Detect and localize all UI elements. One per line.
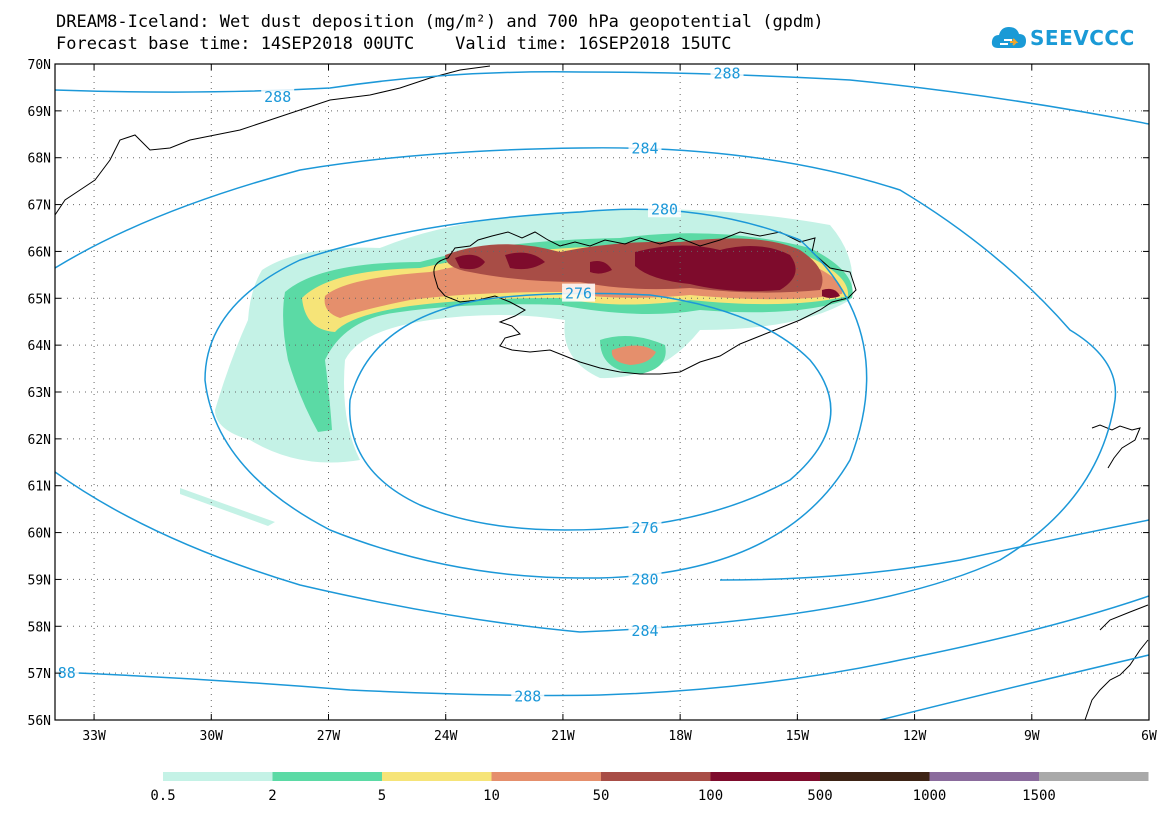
lon-label: 9W (1024, 729, 1040, 744)
faroe-coastline (1091, 424, 1141, 469)
seevccc-logo: SEEVCCC (990, 18, 1140, 58)
lat-label: 59N (28, 573, 51, 588)
dust-fill-100 (505, 252, 545, 270)
greenland-coastline (55, 65, 491, 216)
colorbar-swatch (820, 772, 930, 781)
contour-label: 280 (631, 570, 658, 588)
geopotential-contours (55, 71, 1149, 720)
colorbar: 0.5 2 5 10 50 100 500 1000 1500 (150, 772, 1149, 804)
colorbar-label: 500 (807, 788, 832, 804)
colorbar-swatch (272, 772, 382, 781)
contour-label: 276 (631, 519, 658, 537)
contour-label: 288 (713, 64, 740, 82)
contour-label: 284 (631, 139, 658, 157)
colorbar-swatch (710, 772, 820, 781)
contour-outer-bottom (879, 654, 1149, 720)
colorbar-swatch (1039, 772, 1149, 781)
contour-288-top (55, 71, 1149, 125)
lon-label: 6W (1141, 729, 1157, 744)
contour-label: 288 (264, 88, 291, 106)
contour-label-bg (562, 283, 596, 302)
contour-label-bg (628, 620, 662, 639)
lon-label: 15W (786, 729, 810, 744)
colorbar-label: 50 (593, 788, 610, 804)
coastlines (55, 65, 1149, 720)
lat-label: 67N (28, 199, 51, 214)
contour-label-bg (261, 86, 295, 105)
lat-label: 60N (28, 527, 51, 542)
lat-label: 61N (28, 480, 51, 495)
title-line-1: DREAM8-Iceland: Wet dust deposition (mg/… (56, 12, 824, 32)
colorbar-swatch (601, 772, 711, 781)
colorbar-swatch (382, 772, 492, 781)
colorbar-swatch (163, 772, 273, 781)
lon-label: 18W (668, 729, 692, 744)
contour-label: 88 (58, 664, 76, 682)
contour-label-bg (628, 569, 662, 588)
contour-label-bg (54, 663, 79, 682)
dust-fill-100 (590, 261, 612, 274)
lat-label: 70N (28, 58, 51, 73)
colorbar-label: 1000 (913, 788, 947, 804)
contour-labels: 288 288 284 280 276 276 280 284 288 88 (54, 63, 744, 706)
colorbar-swatch (929, 772, 1039, 781)
colorbar-label: 0.5 (150, 788, 175, 804)
colorbar-label: 100 (698, 788, 723, 804)
contour-284-left (55, 471, 581, 633)
dust-fill-100-main (635, 245, 796, 292)
lat-label: 57N (28, 667, 51, 682)
lat-label: 63N (28, 386, 51, 401)
lon-label: 27W (317, 729, 341, 744)
dust-fill-100 (455, 254, 485, 270)
cloud-icon (991, 27, 1026, 48)
contour-288-bottom (55, 595, 1149, 697)
iceland-coastline (433, 231, 857, 375)
lon-label: 30W (200, 729, 224, 744)
contour-label: 276 (565, 285, 592, 303)
contour-label: 284 (631, 622, 658, 640)
dust-fill-0.5-streak (180, 488, 275, 526)
contour-label: 280 (651, 200, 678, 218)
contour-label-bg (710, 63, 744, 82)
logo-text: SEEVCCC (1030, 26, 1135, 50)
graticule (55, 64, 1149, 720)
colorbar-label: 1500 (1022, 788, 1056, 804)
lon-label: 21W (551, 729, 575, 744)
contour-label-bg (511, 686, 545, 705)
lat-label: 58N (28, 620, 51, 635)
contour-284 (55, 147, 1117, 633)
colorbar-label: 10 (483, 788, 500, 804)
contour-label-bg (628, 138, 662, 157)
colorbar-swatch (491, 772, 601, 781)
title-line-2: Forecast base time: 14SEP2018 00UTC Vali… (56, 34, 732, 54)
lat-label: 66N (28, 245, 51, 260)
lon-label: 33W (82, 729, 106, 744)
dust-fill-10-south (611, 345, 656, 365)
lat-label: 62N (28, 433, 51, 448)
dust-fill-100 (822, 288, 840, 298)
contour-label-bg (628, 517, 662, 536)
axis-ticks: 70N 69N 68N 67N 66N 65N 64N 63N 62N 61N 60N 59N 58N 5… (28, 58, 1157, 744)
lat-label: 64N (28, 339, 51, 354)
colorbar-label: 5 (378, 788, 386, 804)
contour-label: 288 (514, 688, 541, 706)
contour-280-right (719, 519, 1149, 581)
lon-label: 24W (434, 729, 458, 744)
lat-label: 65N (28, 292, 51, 307)
lat-label: 69N (28, 105, 51, 120)
colorbar-label: 2 (268, 788, 276, 804)
lat-label: 68N (28, 152, 51, 167)
scotland-coastline (1084, 604, 1149, 720)
lon-label: 12W (903, 729, 927, 744)
lat-label: 56N (28, 714, 51, 729)
dust-deposition-layer (180, 209, 853, 526)
contour-label-bg (648, 199, 682, 218)
contour-280 (204, 208, 868, 579)
